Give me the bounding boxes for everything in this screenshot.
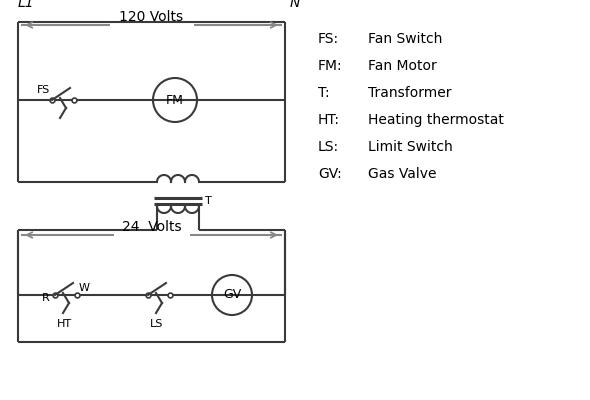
Text: LS:: LS:	[318, 140, 339, 154]
Text: T: T	[205, 196, 212, 206]
Text: 120 Volts: 120 Volts	[119, 10, 183, 24]
Text: Heating thermostat: Heating thermostat	[368, 113, 504, 127]
Text: T:: T:	[318, 86, 330, 100]
Text: Fan Motor: Fan Motor	[368, 59, 437, 73]
Text: R: R	[42, 293, 50, 303]
Text: GV:: GV:	[318, 167, 342, 181]
Text: W: W	[79, 283, 90, 293]
Text: Limit Switch: Limit Switch	[368, 140, 453, 154]
Text: GV: GV	[223, 288, 241, 302]
Text: LS: LS	[150, 319, 163, 329]
Text: N: N	[290, 0, 300, 10]
Text: FM:: FM:	[318, 59, 343, 73]
Text: Gas Valve: Gas Valve	[368, 167, 437, 181]
Text: FM: FM	[166, 94, 184, 106]
Text: Transformer: Transformer	[368, 86, 451, 100]
Text: HT:: HT:	[318, 113, 340, 127]
Text: Fan Switch: Fan Switch	[368, 32, 442, 46]
Text: 24  Volts: 24 Volts	[122, 220, 181, 234]
Text: FS: FS	[37, 85, 50, 95]
Text: HT: HT	[57, 319, 71, 329]
Text: FS:: FS:	[318, 32, 339, 46]
Text: L1: L1	[18, 0, 35, 10]
